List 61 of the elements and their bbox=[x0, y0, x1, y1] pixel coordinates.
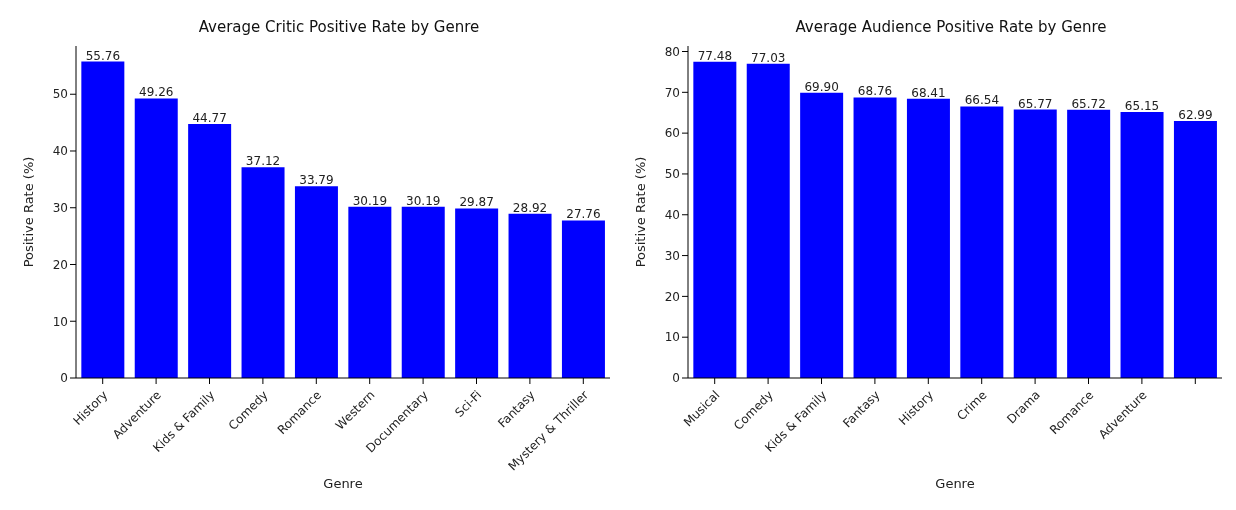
bar bbox=[241, 167, 285, 378]
data-label: 65.77 bbox=[1018, 96, 1053, 111]
bar bbox=[81, 61, 125, 378]
data-label: 27.76 bbox=[566, 207, 601, 222]
bar bbox=[1120, 112, 1164, 378]
bar bbox=[1013, 109, 1057, 378]
data-label: 69.90 bbox=[804, 79, 839, 94]
y-tick-label: 10 bbox=[52, 314, 68, 329]
data-label: 68.76 bbox=[857, 84, 893, 99]
data-label: 65.72 bbox=[1071, 96, 1106, 111]
data-label: 49.26 bbox=[139, 85, 174, 100]
data-label: 44.77 bbox=[192, 110, 227, 125]
bar bbox=[906, 98, 950, 378]
data-label: 77.48 bbox=[697, 48, 733, 63]
y-tick-label: 50 bbox=[52, 87, 68, 102]
y-tick-label: 0 bbox=[60, 371, 68, 386]
bar bbox=[134, 98, 178, 378]
bar bbox=[401, 206, 445, 378]
data-label: 28.92 bbox=[512, 200, 548, 215]
bar bbox=[1067, 109, 1111, 378]
y-tick-label: 40 bbox=[52, 144, 68, 159]
bar bbox=[746, 63, 790, 378]
bar bbox=[561, 220, 605, 378]
data-label: 62.99 bbox=[1178, 107, 1213, 122]
bar bbox=[800, 92, 844, 378]
x-axis-title: Genre bbox=[935, 476, 975, 491]
y-tick-label: 10 bbox=[664, 330, 680, 345]
data-label: 65.15 bbox=[1124, 99, 1160, 114]
chart-title: Average Critic Positive Rate by Genre bbox=[197, 18, 481, 36]
data-label: 37.12 bbox=[245, 154, 281, 169]
bar bbox=[508, 213, 552, 378]
data-label: 29.87 bbox=[459, 195, 494, 210]
data-label: 30.19 bbox=[406, 193, 441, 208]
bar bbox=[693, 61, 737, 378]
bar bbox=[455, 208, 499, 378]
bar bbox=[294, 186, 338, 378]
y-tick-label: 40 bbox=[664, 208, 680, 223]
y-tick-label: 20 bbox=[664, 289, 680, 304]
data-label: 66.54 bbox=[964, 93, 1000, 108]
bar bbox=[853, 97, 897, 378]
data-label: 77.03 bbox=[751, 50, 786, 65]
y-tick-label: 50 bbox=[664, 167, 680, 182]
bar bbox=[348, 206, 392, 378]
y-tick-label: 80 bbox=[664, 44, 680, 59]
y-tick-label: 30 bbox=[664, 248, 680, 263]
x-axis-title: Genre bbox=[323, 476, 363, 491]
y-tick-label: 70 bbox=[664, 85, 680, 100]
chart-title: Average Audience Positive Rate by Genre bbox=[794, 18, 1108, 36]
bar bbox=[1173, 120, 1217, 378]
y-axis-title: Positive Rate (%) bbox=[20, 156, 36, 268]
y-axis-title: Positive Rate (%) bbox=[632, 156, 648, 268]
data-label: 55.76 bbox=[85, 48, 121, 63]
data-label: 33.79 bbox=[299, 173, 334, 188]
bar bbox=[960, 106, 1004, 378]
y-tick-label: 20 bbox=[52, 257, 68, 272]
y-tick-label: 0 bbox=[672, 371, 680, 386]
y-tick-label: 30 bbox=[52, 201, 68, 215]
data-label: 68.41 bbox=[911, 85, 946, 100]
y-tick-label: 60 bbox=[664, 126, 680, 141]
bar bbox=[188, 123, 232, 378]
data-label: 30.19 bbox=[352, 193, 388, 208]
